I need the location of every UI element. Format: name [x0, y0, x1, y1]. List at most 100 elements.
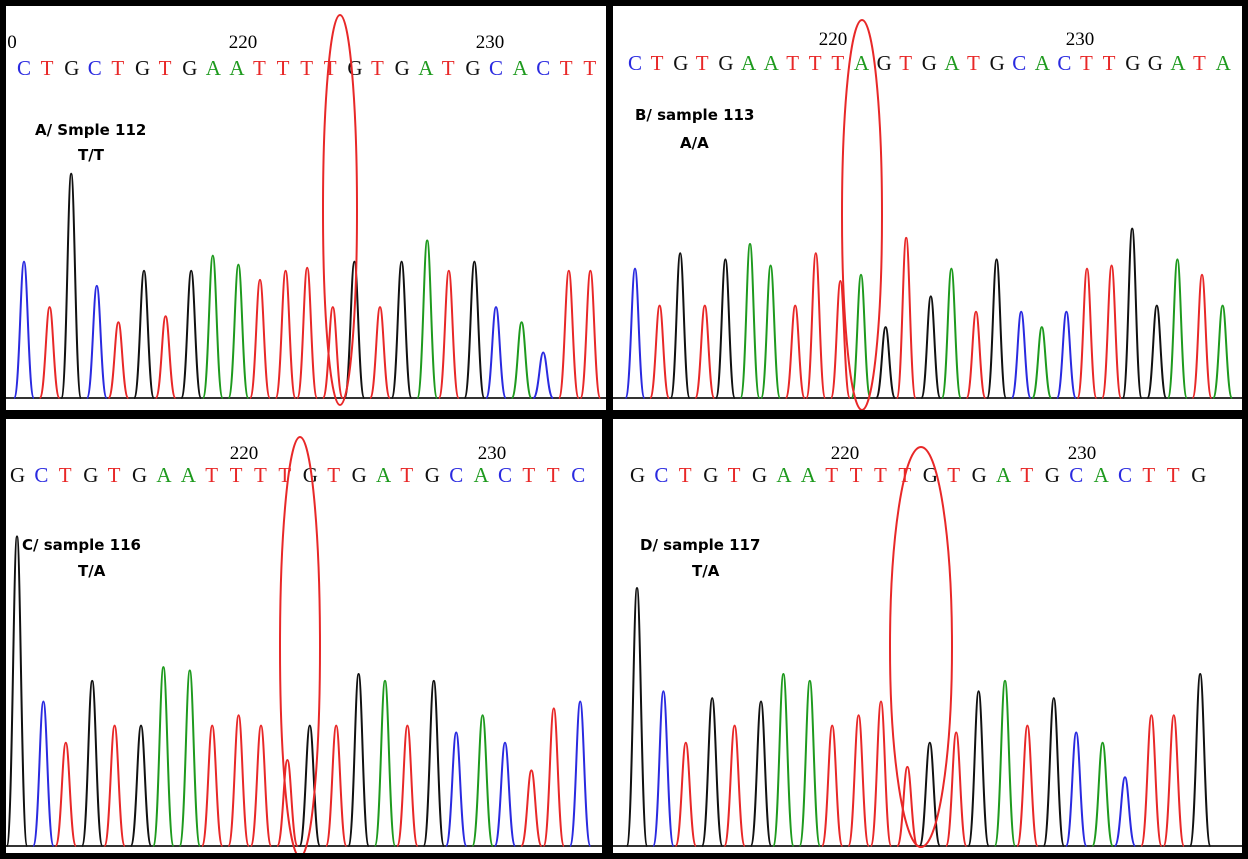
base-call: C — [34, 463, 48, 487]
base-call: G — [83, 463, 98, 487]
base-call: T — [679, 463, 692, 487]
base-call: C — [1118, 463, 1132, 487]
base-call: G — [10, 463, 25, 487]
base-call: T — [947, 463, 960, 487]
base-call: C — [536, 56, 550, 80]
base-call: A — [513, 56, 529, 80]
base-call: A — [1170, 51, 1186, 75]
base-call: G — [135, 56, 150, 80]
base-call: A — [229, 56, 245, 80]
genotype-label: A/A — [680, 134, 709, 152]
position-label: 220 — [230, 443, 259, 464]
base-call: T — [159, 56, 172, 80]
base-call: T — [899, 51, 912, 75]
base-call: C — [571, 463, 585, 487]
base-call: A — [854, 51, 870, 75]
base-call: A — [776, 463, 792, 487]
base-call: G — [877, 51, 892, 75]
base-call: T — [442, 56, 455, 80]
base-call: A — [376, 463, 392, 487]
base-call: C — [489, 56, 503, 80]
base-call: C — [1012, 51, 1026, 75]
genotype-label: T/T — [78, 146, 105, 164]
base-call: G — [922, 51, 937, 75]
base-call: G — [1045, 463, 1060, 487]
base-call: T — [253, 56, 266, 80]
base-call: T — [205, 463, 218, 487]
base-call: G — [972, 463, 987, 487]
base-call: G — [923, 463, 938, 487]
base-call: G — [132, 463, 147, 487]
base-call: C — [17, 56, 31, 80]
sample-label: A/ Smple 112 — [35, 121, 146, 139]
position-label: 230 — [1066, 29, 1095, 50]
sample-label: C/ sample 116 — [22, 536, 141, 554]
base-call: G — [395, 56, 410, 80]
base-call: T — [254, 463, 267, 487]
base-call: A — [474, 463, 490, 487]
base-call: T — [111, 56, 124, 80]
base-call: G — [703, 463, 718, 487]
base-call: T — [874, 463, 887, 487]
base-call: T — [324, 56, 337, 80]
base-call: T — [850, 463, 863, 487]
position-label: 230 — [476, 32, 505, 53]
panel: CTGCTGTGAATTTTGTGATGCACTT0220230A/ Smple… — [6, 6, 606, 410]
base-call: A — [801, 463, 817, 487]
base-call: C — [628, 51, 642, 75]
base-call: T — [400, 463, 413, 487]
base-call: G — [1191, 463, 1206, 487]
page: CTGCTGTGAATTTTGTGATGCACTT0220230A/ Smple… — [0, 0, 1248, 859]
base-call: T — [583, 56, 596, 80]
base-call: T — [1193, 51, 1206, 75]
base-call: T — [277, 56, 290, 80]
base-call: A — [1094, 463, 1110, 487]
base-call: G — [352, 463, 367, 487]
position-label: 230 — [1068, 443, 1097, 464]
base-call: T — [1020, 463, 1033, 487]
position-label: 220 — [819, 29, 848, 50]
base-call: T — [230, 463, 243, 487]
base-call: T — [1080, 51, 1093, 75]
genotype-label: T/A — [692, 562, 720, 580]
base-call: T — [1103, 51, 1116, 75]
base-call: A — [206, 56, 222, 80]
base-call: G — [425, 463, 440, 487]
base-call: A — [156, 463, 172, 487]
base-call: A — [1216, 51, 1232, 75]
base-call: C — [449, 463, 463, 487]
base-call: G — [1125, 51, 1140, 75]
genotype-label: T/A — [78, 562, 106, 580]
base-call: T — [831, 51, 844, 75]
base-call: T — [59, 463, 72, 487]
base-call: A — [181, 463, 197, 487]
base-call: T — [809, 51, 822, 75]
base-call: T — [300, 56, 313, 80]
panel: GCTGTGAATTTTGTGATGCACTTC220230C/ sample … — [6, 419, 602, 857]
base-call: G — [64, 56, 79, 80]
base-call: G — [1148, 51, 1163, 75]
base-call: G — [990, 51, 1005, 75]
base-call: G — [673, 51, 688, 75]
sample-label: B/ sample 113 — [635, 106, 754, 124]
position-label: 220 — [831, 443, 860, 464]
base-call: T — [651, 51, 664, 75]
base-call: G — [718, 51, 733, 75]
base-call: A — [741, 51, 757, 75]
base-call: A — [418, 56, 434, 80]
base-call: T — [547, 463, 560, 487]
base-call: G — [752, 463, 767, 487]
base-call: T — [1167, 463, 1180, 487]
base-call: G — [630, 463, 645, 487]
base-call: C — [498, 463, 512, 487]
base-call: T — [728, 463, 741, 487]
base-call: T — [371, 56, 384, 80]
base-call: T — [967, 51, 980, 75]
base-call: T — [1142, 463, 1155, 487]
base-call: G — [347, 56, 362, 80]
base-call: G — [182, 56, 197, 80]
base-call: C — [1069, 463, 1083, 487]
base-call: T — [41, 56, 54, 80]
base-call: T — [560, 56, 573, 80]
